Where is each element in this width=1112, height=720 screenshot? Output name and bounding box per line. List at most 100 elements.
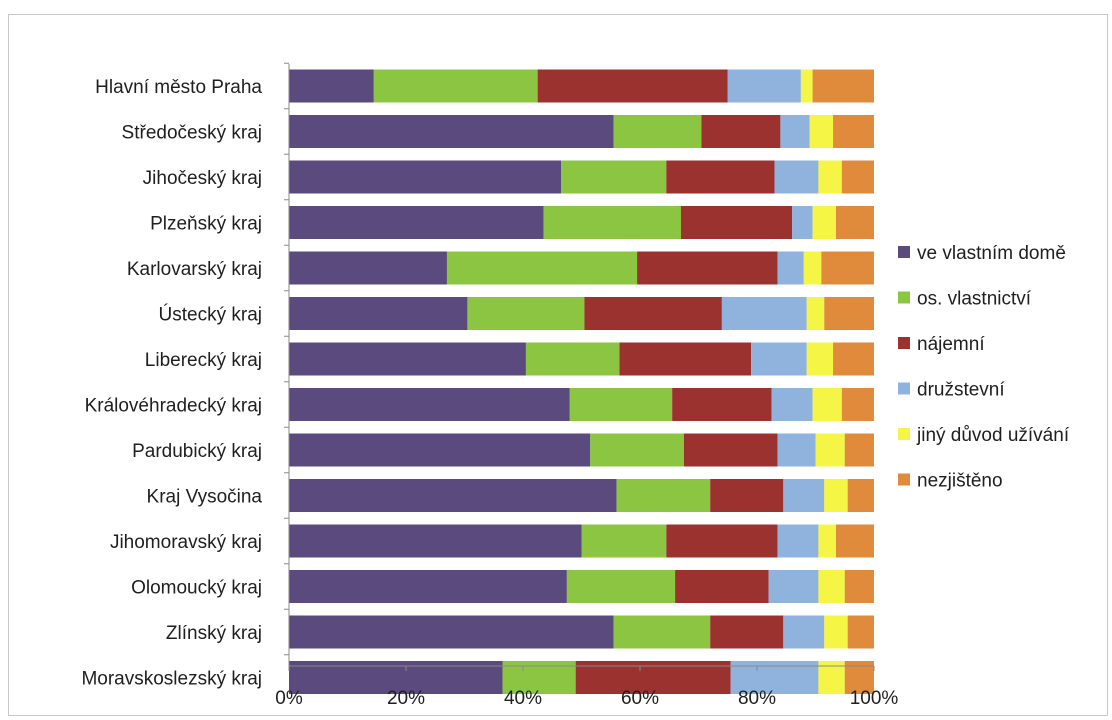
category-label: Liberecký kraj <box>145 350 262 371</box>
legend-swatch <box>898 246 910 258</box>
category-label: Jihočeský kraj <box>143 168 262 189</box>
category-label: Pardubický kraj <box>132 441 262 462</box>
bar-segment <box>613 115 702 148</box>
legend-swatch <box>898 291 910 304</box>
x-tick-labels: 0% 20% 40% 60% 80% 100% <box>275 688 898 709</box>
bar-segment <box>289 69 374 103</box>
category-label: Karlovarský kraj <box>127 259 262 280</box>
bar-segment <box>777 524 819 558</box>
bar-segment <box>543 206 681 239</box>
bar-segment <box>818 160 842 194</box>
legend-swatch <box>898 473 910 486</box>
bar-segment <box>777 433 816 467</box>
bar-segment <box>835 206 874 239</box>
bar-segment <box>812 206 836 239</box>
bar-segment <box>800 69 813 103</box>
x-tick-label: 20% <box>387 688 425 709</box>
bar-segment <box>569 388 673 421</box>
bar-segment <box>721 297 807 330</box>
bar-segment <box>847 479 874 512</box>
bar-segment <box>616 479 711 512</box>
axes-group <box>284 62 875 671</box>
bar-segment <box>613 615 711 649</box>
bar-segment <box>812 388 842 421</box>
bar-segment <box>844 570 874 603</box>
bar-segment <box>710 615 784 649</box>
category-label: Hlavní město Praha <box>95 77 262 98</box>
bar-segment <box>777 251 804 285</box>
bar-segment <box>774 160 819 194</box>
bar-segment <box>289 160 562 194</box>
category-label: Zlínský kraj <box>166 623 262 644</box>
bar-segment <box>824 297 874 330</box>
legend-label: ve vlastním domě <box>917 243 1066 264</box>
bars-group <box>289 69 874 694</box>
bar-segment <box>847 615 874 649</box>
bar-segment <box>780 115 810 148</box>
bar-segment <box>818 524 836 558</box>
bar-segment <box>467 297 585 330</box>
bar-segment <box>446 251 638 285</box>
bar-segment <box>289 206 544 239</box>
bar-segment <box>537 69 728 103</box>
bar-segment <box>803 251 822 285</box>
legend-label: os. vlastnictví <box>917 289 1032 310</box>
category-label: Středočeský kraj <box>122 123 262 144</box>
bar-segment <box>771 388 813 421</box>
bar-segment <box>590 433 684 467</box>
bar-segment <box>824 615 848 649</box>
category-labels: Hlavní město Praha Středočeský kraj Jihoče… <box>81 77 262 690</box>
legend-swatch <box>898 337 910 349</box>
bar-segment <box>581 524 667 558</box>
bar-segment <box>783 615 825 649</box>
bar-segment <box>701 115 781 148</box>
bar-segment <box>768 570 819 603</box>
bar-segment <box>833 115 874 148</box>
category-label: Jihomoravský kraj <box>110 532 262 553</box>
x-tick-label: 100% <box>850 688 899 709</box>
x-tick-label: 0% <box>275 688 303 709</box>
bar-segment <box>289 479 617 512</box>
bar-segment <box>844 433 874 467</box>
bar-segment <box>637 251 778 285</box>
bar-segment <box>806 297 825 330</box>
category-label: Královéhradecký kraj <box>85 396 262 417</box>
bar-segment <box>289 297 468 330</box>
bar-segment <box>792 206 813 239</box>
bar-segment <box>566 570 676 603</box>
bar-segment <box>666 524 778 558</box>
bar-segment <box>815 433 845 467</box>
bar-segment <box>289 570 567 603</box>
bar-segment <box>289 433 591 467</box>
bar-segment <box>584 297 722 330</box>
bar-segment <box>835 524 874 558</box>
category-label: Plzeňský kraj <box>150 214 262 235</box>
bar-segment <box>561 160 667 194</box>
bar-segment <box>806 342 834 376</box>
bar-segment <box>289 524 582 558</box>
bar-segment <box>710 479 784 512</box>
bar-segment <box>727 69 801 103</box>
bar-segment <box>821 251 874 285</box>
bar-segment <box>619 342 752 376</box>
category-label: Ústecký kraj <box>159 304 262 326</box>
bar-segment <box>672 388 772 421</box>
category-label: Moravskoslezský kraj <box>81 669 262 690</box>
bar-segment <box>289 342 526 376</box>
legend-label: nájemní <box>917 334 985 355</box>
legend-swatch <box>898 428 910 440</box>
x-tick-label: 40% <box>504 688 542 709</box>
legend-swatch <box>898 382 910 395</box>
legend: ve vlastním domě os. vlastnictví nájemní dr… <box>898 243 1070 492</box>
bar-segment <box>824 479 848 512</box>
bar-segment <box>818 570 845 603</box>
bar-segment <box>833 342 874 376</box>
legend-label: družstevní <box>917 380 1005 401</box>
bar-segment <box>680 206 793 239</box>
bar-segment <box>525 342 620 376</box>
bar-segment <box>289 115 614 148</box>
bar-segment <box>289 388 570 421</box>
bar-segment <box>783 479 825 512</box>
bar-segment <box>751 342 807 376</box>
